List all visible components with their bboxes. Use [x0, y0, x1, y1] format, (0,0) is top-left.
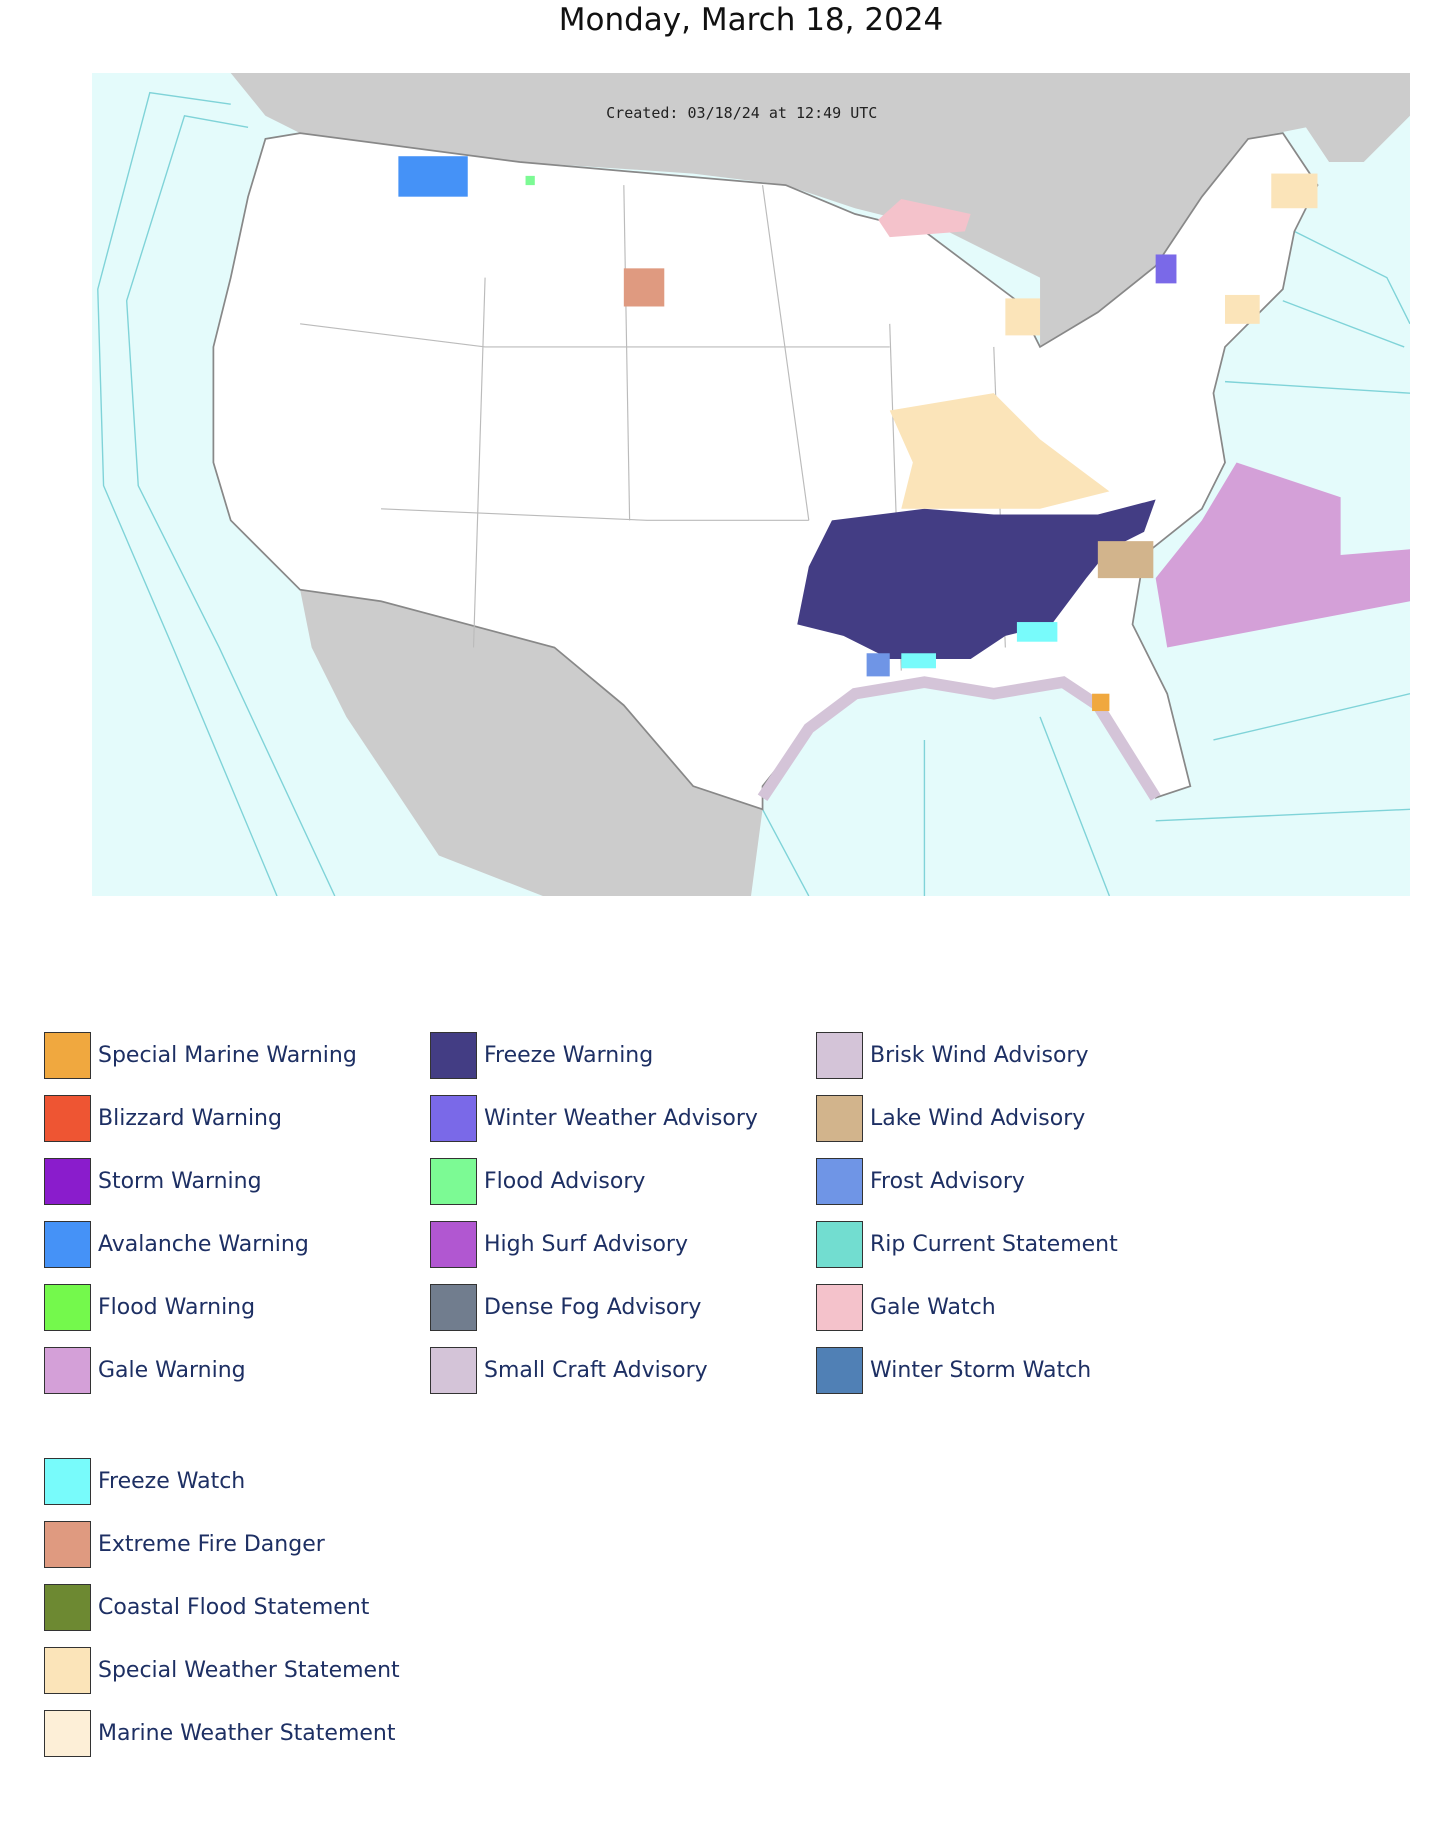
- legend-label: Special Marine Warning: [98, 1043, 357, 1068]
- legend-label: Flood Warning: [98, 1295, 256, 1320]
- gale-watch-area: [878, 198, 971, 238]
- legend-label: Extreme Fire Danger: [98, 1532, 325, 1557]
- legend-swatch: [816, 1284, 863, 1331]
- legend-label: Winter Storm Watch: [870, 1358, 1092, 1383]
- legend-swatch: [430, 1095, 477, 1142]
- legend-label: Gale Watch: [870, 1295, 996, 1320]
- legend-group: Freeze Watch Extreme Fire Danger Coastal F…: [44, 1458, 1202, 1757]
- legend-swatch: [44, 1710, 91, 1757]
- frost-area: [866, 653, 890, 677]
- legend-swatch: [44, 1347, 91, 1394]
- legend-label: Freeze Warning: [484, 1043, 654, 1068]
- legend-label: Frost Advisory: [870, 1169, 1025, 1194]
- legend-swatch: [816, 1347, 863, 1394]
- legend-label: Gale Warning: [98, 1358, 246, 1383]
- legend-item: Flood Advisory: [430, 1158, 816, 1205]
- page-title: Monday, March 18, 2024: [558, 2, 944, 38]
- legend-item: Gale Warning: [44, 1347, 430, 1394]
- legend-swatch: [44, 1584, 91, 1631]
- legend-swatch: [44, 1221, 91, 1268]
- legend-item: Brisk Wind Advisory: [816, 1032, 1202, 1079]
- special-weather-areas: [889, 173, 1318, 509]
- legend-swatch: [430, 1221, 477, 1268]
- legend-item: Small Craft Advisory: [430, 1347, 816, 1394]
- legend-item: High Surf Advisory: [430, 1221, 816, 1268]
- avalanche-area: [398, 156, 468, 197]
- lake-wind-area: [1097, 541, 1154, 579]
- legend-swatch: [816, 1095, 863, 1142]
- legend-item: Winter Storm Watch: [816, 1347, 1202, 1394]
- legend-label: Dense Fog Advisory: [484, 1295, 702, 1320]
- legend-swatch: [44, 1158, 91, 1205]
- legend-item: Frost Advisory: [816, 1158, 1202, 1205]
- legend-label: Flood Advisory: [484, 1169, 646, 1194]
- legend-swatch: [44, 1521, 91, 1568]
- legend-swatch: [44, 1095, 91, 1142]
- legend-item: Gale Watch: [816, 1284, 1202, 1331]
- legend-swatch: [430, 1347, 477, 1394]
- legend-swatch: [816, 1032, 863, 1079]
- legend-item: Freeze Watch: [44, 1458, 430, 1505]
- freeze-watch-area: [901, 653, 936, 669]
- legend-item: Blizzard Warning: [44, 1095, 430, 1142]
- legend-item: Flood Warning: [44, 1284, 430, 1331]
- gale-warning-area: [1155, 462, 1410, 648]
- legend-label: Blizzard Warning: [98, 1106, 282, 1131]
- legend-swatch: [44, 1458, 91, 1505]
- legend-swatch: [816, 1221, 863, 1268]
- legend-label: Special Weather Statement: [98, 1658, 400, 1683]
- legend-label: Winter Weather Advisory: [484, 1106, 758, 1131]
- legend-label: Brisk Wind Advisory: [870, 1043, 1089, 1068]
- mexico: [300, 589, 763, 896]
- canada: [230, 73, 1410, 347]
- legend-item: Special Marine Warning: [44, 1032, 430, 1079]
- flood-advisory-area: [525, 175, 535, 186]
- legend-item: Coastal Flood Statement: [44, 1584, 430, 1631]
- legend-label: Freeze Watch: [98, 1469, 246, 1494]
- legend-label: Avalanche Warning: [98, 1232, 309, 1257]
- freeze-warning-area: [797, 499, 1156, 660]
- legend-swatch: [816, 1158, 863, 1205]
- legend-label: Rip Current Statement: [870, 1232, 1118, 1257]
- fire-danger-area: [623, 268, 665, 307]
- legend-swatch: [44, 1284, 91, 1331]
- legend-swatch: [430, 1284, 477, 1331]
- legend-item: Avalanche Warning: [44, 1221, 430, 1268]
- marine-zones: [97, 91, 1410, 896]
- legend-label: Small Craft Advisory: [484, 1358, 708, 1383]
- legend-item: Extreme Fire Danger: [44, 1521, 430, 1568]
- legend-label: High Surf Advisory: [484, 1232, 688, 1257]
- legend-swatch: [44, 1032, 91, 1079]
- legend-label: Storm Warning: [98, 1169, 262, 1194]
- legend-item: Dense Fog Advisory: [430, 1284, 816, 1331]
- legend-swatch: [44, 1647, 91, 1694]
- legend-item: Marine Weather Statement: [44, 1710, 430, 1757]
- legend-label: Marine Weather Statement: [98, 1721, 396, 1746]
- legend-swatch: [430, 1158, 477, 1205]
- legend-item: Rip Current Statement: [816, 1221, 1202, 1268]
- legend-item: Winter Weather Advisory: [430, 1095, 816, 1142]
- legend-item: Special Weather Statement: [44, 1647, 430, 1694]
- legend-swatch: [430, 1032, 477, 1079]
- special-marine-area: [1092, 693, 1110, 712]
- alert-map: Created: 03/18/24 at 12:49 UTC: [92, 73, 1410, 896]
- legend-item: Lake Wind Advisory: [816, 1095, 1202, 1142]
- legend-label: Coastal Flood Statement: [98, 1595, 370, 1620]
- legend-label: Lake Wind Advisory: [870, 1106, 1086, 1131]
- legend-group: Special Marine Warning Blizzard Warning St…: [44, 1032, 1202, 1394]
- legend-item: Storm Warning: [44, 1158, 430, 1205]
- created-stamp: Created: 03/18/24 at 12:49 UTC: [606, 104, 877, 122]
- freeze-watch-area: [1016, 622, 1058, 642]
- legend-item: Freeze Warning: [430, 1032, 816, 1079]
- winter-weather-area: [1155, 254, 1177, 284]
